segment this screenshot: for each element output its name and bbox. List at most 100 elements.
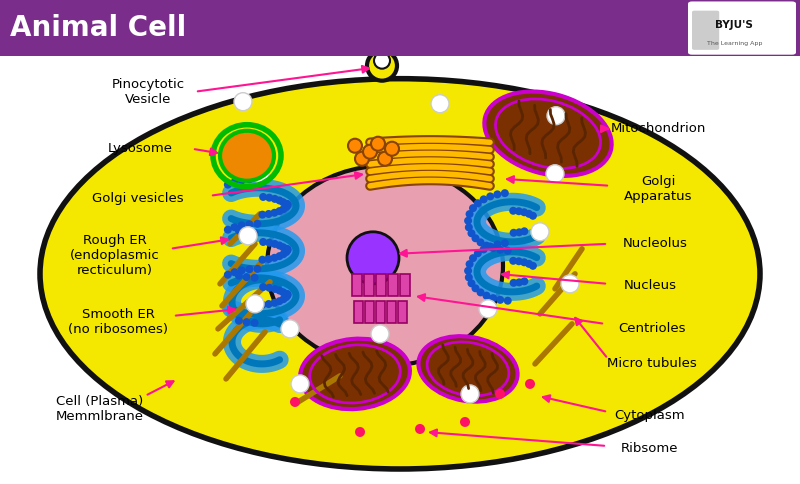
Bar xyxy=(388,274,398,296)
Text: Rough ER
(endoplasmic
recticulum): Rough ER (endoplasmic recticulum) xyxy=(70,234,160,277)
Circle shape xyxy=(474,249,482,257)
Circle shape xyxy=(279,205,287,213)
Circle shape xyxy=(529,262,537,270)
Circle shape xyxy=(348,139,362,153)
Circle shape xyxy=(347,232,399,284)
Circle shape xyxy=(235,272,243,280)
Text: Pinocytotic
Vesicle: Pinocytotic Vesicle xyxy=(111,78,185,106)
Bar xyxy=(400,274,410,296)
Circle shape xyxy=(291,375,309,393)
Circle shape xyxy=(464,217,472,225)
Circle shape xyxy=(259,238,267,246)
Circle shape xyxy=(258,211,266,219)
Circle shape xyxy=(486,242,494,250)
Circle shape xyxy=(279,288,287,296)
Text: Smooth ER
(no ribosomes): Smooth ER (no ribosomes) xyxy=(68,308,168,336)
Circle shape xyxy=(279,295,287,303)
Text: Lysosome: Lysosome xyxy=(107,142,173,155)
Circle shape xyxy=(238,221,246,229)
Circle shape xyxy=(465,273,473,281)
Circle shape xyxy=(367,51,397,81)
Ellipse shape xyxy=(484,91,612,176)
Circle shape xyxy=(282,200,290,208)
Text: Cell (Plasma)
Memmlbrane: Cell (Plasma) Memmlbrane xyxy=(56,395,144,423)
Circle shape xyxy=(250,274,258,282)
Bar xyxy=(398,301,407,323)
Circle shape xyxy=(520,208,528,216)
Circle shape xyxy=(496,296,504,304)
Circle shape xyxy=(239,227,257,245)
Circle shape xyxy=(477,288,485,296)
Circle shape xyxy=(461,385,479,403)
Circle shape xyxy=(246,175,254,183)
Circle shape xyxy=(283,200,291,208)
Text: Animal Cell: Animal Cell xyxy=(10,14,186,42)
Circle shape xyxy=(265,300,273,308)
Circle shape xyxy=(510,257,518,265)
Circle shape xyxy=(283,245,291,253)
Circle shape xyxy=(482,242,490,250)
Circle shape xyxy=(282,248,290,256)
Text: Ribsome: Ribsome xyxy=(622,442,678,455)
Circle shape xyxy=(460,417,470,427)
Circle shape xyxy=(510,207,518,215)
Circle shape xyxy=(531,223,549,241)
Circle shape xyxy=(469,204,477,212)
Circle shape xyxy=(259,193,267,201)
Circle shape xyxy=(279,243,287,251)
Circle shape xyxy=(281,289,289,298)
Circle shape xyxy=(224,226,232,234)
Circle shape xyxy=(230,223,238,231)
Bar xyxy=(376,274,386,296)
Circle shape xyxy=(242,273,250,281)
Circle shape xyxy=(469,254,477,262)
Circle shape xyxy=(504,247,512,255)
Circle shape xyxy=(259,283,267,291)
Circle shape xyxy=(363,145,377,159)
Circle shape xyxy=(251,165,269,183)
Circle shape xyxy=(501,189,509,197)
Circle shape xyxy=(385,142,399,156)
Text: Nucleolus: Nucleolus xyxy=(622,237,687,250)
Circle shape xyxy=(238,266,246,274)
Circle shape xyxy=(270,254,278,262)
Circle shape xyxy=(467,279,475,287)
Circle shape xyxy=(281,199,289,208)
Circle shape xyxy=(282,245,290,253)
Text: BYJU'S: BYJU'S xyxy=(715,20,754,30)
Circle shape xyxy=(480,196,488,203)
Circle shape xyxy=(282,293,290,301)
Circle shape xyxy=(275,207,283,215)
Circle shape xyxy=(494,190,502,198)
Circle shape xyxy=(270,195,278,203)
Circle shape xyxy=(266,239,274,247)
Circle shape xyxy=(515,228,523,236)
Circle shape xyxy=(275,287,283,294)
Bar xyxy=(376,301,385,323)
Circle shape xyxy=(510,279,518,287)
Circle shape xyxy=(355,427,365,437)
Circle shape xyxy=(525,260,533,268)
Circle shape xyxy=(525,379,535,389)
Circle shape xyxy=(546,165,564,183)
Circle shape xyxy=(496,246,504,254)
Circle shape xyxy=(275,252,283,260)
Circle shape xyxy=(254,175,262,183)
Circle shape xyxy=(224,181,232,189)
Circle shape xyxy=(520,277,528,286)
Circle shape xyxy=(467,229,475,237)
Circle shape xyxy=(378,152,392,166)
Text: Mitochondrion: Mitochondrion xyxy=(610,122,706,135)
Circle shape xyxy=(466,260,474,268)
Circle shape xyxy=(283,200,291,208)
Circle shape xyxy=(465,224,473,231)
Circle shape xyxy=(281,244,289,253)
Circle shape xyxy=(480,245,488,254)
Circle shape xyxy=(235,227,243,235)
Circle shape xyxy=(250,319,258,327)
Circle shape xyxy=(282,203,290,211)
Circle shape xyxy=(474,199,482,207)
Circle shape xyxy=(275,242,283,249)
Bar xyxy=(387,301,396,323)
Circle shape xyxy=(355,152,369,166)
